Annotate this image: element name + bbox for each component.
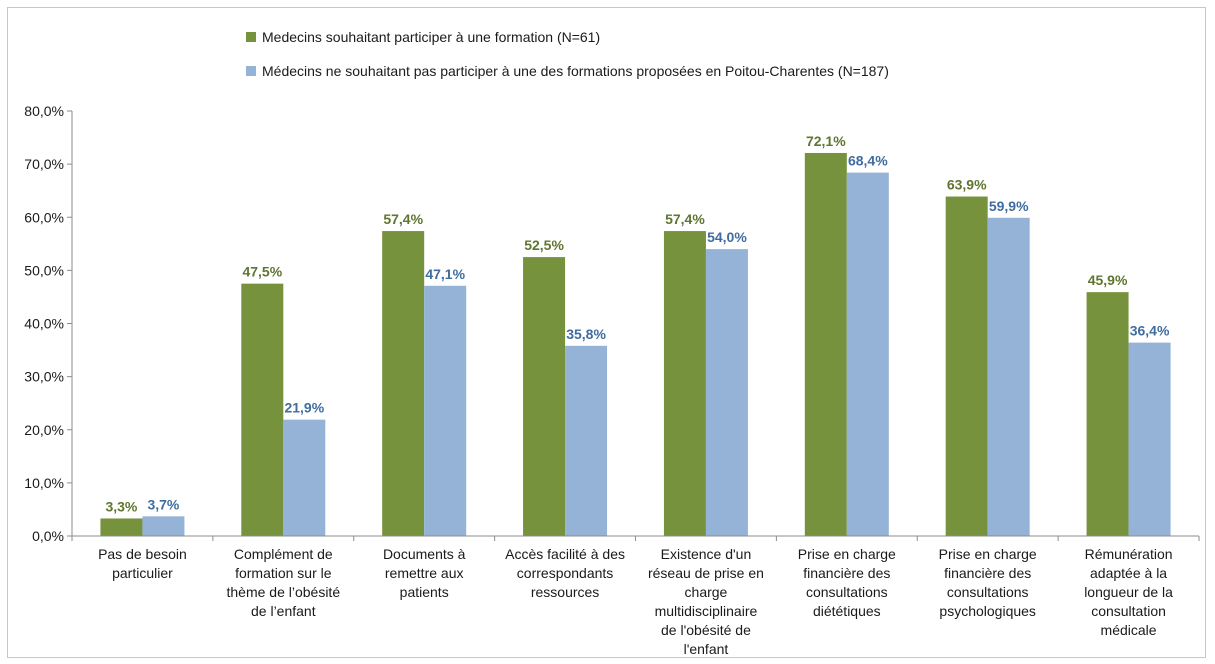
x-category-label: Documents à remettre aux patients	[382, 546, 466, 600]
y-tick-label: 10,0%	[24, 475, 64, 491]
x-category-label: Pas de besoin particulier	[98, 546, 187, 581]
y-tick-label: 70,0%	[24, 156, 64, 172]
bar-series-2	[1128, 342, 1171, 536]
data-label-series-2: 36,4%	[1130, 323, 1170, 339]
x-category-label: Rémunération adaptée à la longueur de la co…	[1084, 546, 1173, 638]
legend-swatch-series-2	[246, 66, 256, 76]
data-label-series-2: 35,8%	[566, 326, 606, 342]
legend-swatch-series-1	[246, 32, 256, 42]
bar-series-2	[705, 249, 748, 536]
bar-series-1	[523, 257, 566, 536]
data-label-series-2: 47,1%	[425, 266, 465, 282]
data-label-series-2: 3,7%	[147, 496, 179, 512]
bar-series-2	[283, 419, 326, 536]
data-label-series-2: 21,9%	[284, 400, 324, 416]
data-label-series-1: 57,4%	[383, 211, 423, 227]
data-label-series-1: 63,9%	[947, 177, 987, 193]
legend-item-series-2: Médecins ne souhaitant pas participer à …	[246, 60, 889, 82]
data-label-series-1: 3,3%	[105, 498, 137, 514]
bar-series-2	[142, 516, 185, 536]
y-tick-label: 50,0%	[24, 262, 64, 278]
legend-label-series-2: Médecins ne souhaitant pas participer à …	[262, 63, 889, 79]
x-category-label: Prise en charge financière des consultatio…	[938, 546, 1037, 619]
data-label-series-2: 68,4%	[848, 153, 888, 169]
bar-series-1	[241, 283, 284, 536]
data-label-series-1: 45,9%	[1088, 272, 1128, 288]
y-tick-label: 80,0%	[24, 103, 64, 119]
bar-series-1	[945, 196, 988, 536]
chart-legend: Medecins souhaitant participer à une for…	[246, 26, 889, 94]
x-category-label: Accès facilité à des correspondants ressou…	[505, 546, 625, 600]
y-tick-label: 0,0%	[32, 528, 64, 544]
y-tick-label: 20,0%	[24, 422, 64, 438]
data-label-series-2: 59,9%	[989, 198, 1029, 214]
data-label-series-1: 47,5%	[242, 264, 282, 280]
y-tick-label: 30,0%	[24, 369, 64, 385]
bar-series-1	[100, 518, 143, 536]
bar-series-2	[987, 217, 1030, 536]
legend-label-series-1: Medecins souhaitant participer à une for…	[262, 29, 601, 45]
data-label-series-2: 54,0%	[707, 229, 747, 245]
bar-series-2	[846, 172, 889, 536]
x-category-label: Existence d'un réseau de prise en charge mu…	[647, 546, 764, 657]
data-label-series-1: 57,4%	[665, 211, 705, 227]
x-category-label: Prise en charge financière des consultatio…	[797, 546, 896, 619]
bar-series-1	[1086, 292, 1129, 536]
bar-series-2	[424, 285, 467, 536]
x-category-label: Complément de formation sur le thème de l’…	[226, 546, 341, 619]
data-label-series-1: 52,5%	[524, 237, 564, 253]
legend-item-series-1: Medecins souhaitant participer à une for…	[246, 26, 889, 48]
bar-series-1	[382, 231, 425, 536]
data-label-series-1: 72,1%	[806, 133, 846, 149]
y-tick-label: 60,0%	[24, 209, 64, 225]
bar-series-1	[663, 231, 706, 536]
bar-series-2	[565, 345, 608, 536]
bar-series-1	[804, 152, 847, 536]
y-tick-label: 40,0%	[24, 316, 64, 332]
